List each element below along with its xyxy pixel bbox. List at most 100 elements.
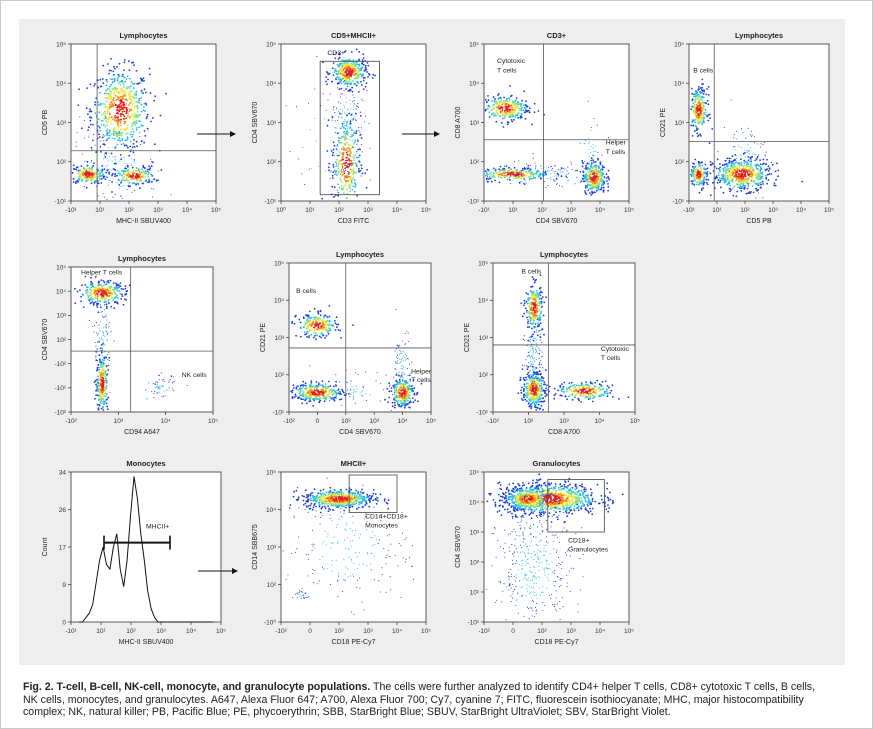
event-dot [345, 141, 347, 144]
event-dot [120, 158, 123, 161]
event-dot [344, 67, 346, 70]
event-dot [744, 184, 746, 186]
event-dot [566, 174, 568, 176]
scatter-p5-ytick-label: -10² [54, 361, 66, 368]
population-label: Helper T cells [81, 269, 123, 276]
event-dot [508, 97, 510, 100]
event-dot [576, 176, 578, 178]
event-dot [536, 171, 538, 173]
event-dot [735, 161, 737, 164]
event-dot [102, 133, 104, 135]
event-dot [104, 92, 107, 95]
event-dot [141, 171, 143, 173]
event-dot [123, 84, 125, 86]
event-dot [690, 169, 693, 172]
event-dot [740, 172, 743, 175]
event-dot [105, 117, 108, 120]
population-label: Cytotoxic [497, 58, 526, 65]
event-dot [100, 150, 102, 153]
event-dot [79, 116, 81, 118]
event-dot [321, 197, 324, 200]
event-dot [700, 180, 703, 183]
event-dot [348, 159, 351, 162]
event-dot [526, 172, 529, 175]
event-dot [118, 132, 121, 134]
event-dot [364, 64, 367, 67]
event-dot [306, 335, 308, 338]
event-dot [151, 175, 154, 178]
event-dot [552, 179, 555, 181]
event-dot [112, 70, 115, 73]
event-dot [112, 128, 115, 131]
event-dot [153, 178, 156, 180]
event-dot [697, 96, 700, 98]
scatter-p6-ytick-label: 10⁴ [274, 298, 284, 305]
event-dot [331, 174, 334, 177]
event-dot [120, 113, 122, 116]
event-dot [510, 168, 512, 171]
event-dot [97, 291, 100, 293]
event-dot [328, 315, 331, 318]
event-dot [127, 86, 130, 88]
event-dot [133, 160, 135, 162]
event-dot [97, 281, 100, 284]
event-dot [115, 288, 118, 290]
event-dot [544, 174, 547, 176]
event-dot [126, 124, 129, 127]
event-dot [347, 120, 349, 122]
event-dot [355, 130, 358, 132]
event-dot [337, 165, 340, 168]
event-dot [86, 179, 89, 182]
event-dot [740, 128, 743, 130]
event-dot [339, 187, 341, 189]
event-dot [101, 355, 103, 357]
event-dot [740, 170, 743, 173]
event-dot [118, 137, 121, 140]
event-dot [105, 327, 107, 329]
event-dot [561, 186, 563, 188]
event-dot [312, 336, 315, 339]
event-dot [734, 176, 736, 178]
event-dot [80, 175, 82, 178]
event-dot [75, 180, 77, 183]
event-dot [696, 135, 699, 138]
event-dot [125, 139, 128, 142]
event-dot [133, 100, 135, 103]
event-dot [334, 322, 337, 325]
event-dot [108, 364, 110, 366]
event-dot [313, 316, 316, 319]
event-dot [94, 112, 97, 114]
event-dot [588, 163, 591, 165]
event-dot [136, 121, 138, 124]
event-dot [105, 166, 107, 168]
event-dot [106, 331, 108, 333]
event-dot [93, 292, 96, 295]
event-dot [587, 100, 589, 102]
event-dot [126, 75, 129, 78]
event-dot [99, 338, 101, 340]
event-dot [768, 173, 771, 175]
event-dot [94, 83, 96, 85]
event-dot [356, 105, 359, 107]
event-dot [693, 130, 696, 133]
event-dot [76, 166, 79, 169]
event-dot [354, 182, 356, 184]
event-dot [144, 110, 146, 112]
event-dot [102, 173, 105, 176]
event-dot [356, 143, 358, 145]
event-dot [98, 126, 101, 128]
event-dot [91, 174, 93, 177]
event-dot [359, 73, 362, 75]
event-dot [517, 172, 519, 174]
event-dot [707, 103, 710, 106]
event-dot [691, 182, 694, 185]
event-dot [170, 374, 172, 377]
event-dot [347, 173, 349, 175]
event-dot [94, 287, 97, 290]
event-dot [129, 102, 131, 104]
event-dot [129, 96, 132, 99]
event-dot [83, 119, 86, 122]
event-dot [718, 177, 721, 179]
event-dot [353, 99, 355, 101]
event-dot [338, 115, 340, 117]
